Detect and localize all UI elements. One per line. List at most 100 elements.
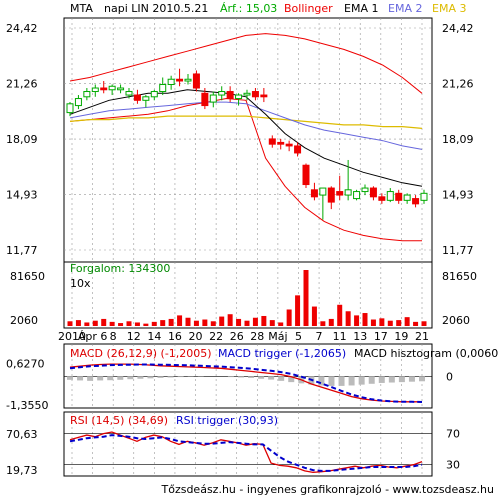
volume-tick-label-left: 2060 [10, 314, 38, 327]
macd-hist-bar [157, 376, 164, 378]
price-tick-label-left: 11,77 [6, 244, 38, 257]
macd-hist-label: MACD hisztogram (0,0060) [354, 347, 498, 360]
bollinger-upper-line [69, 33, 423, 94]
macd-hist-bar [388, 376, 395, 383]
price-tick-label-left: 21,26 [6, 77, 38, 90]
candle-body [201, 92, 209, 107]
macd-hist-bar [328, 376, 335, 386]
candle-body [117, 87, 125, 91]
x-tick-label: 19 [394, 330, 408, 343]
macd-hist-bar [87, 376, 94, 381]
x-tick-label: 22 [209, 330, 223, 343]
candle-body [91, 87, 99, 93]
rsi-line [69, 431, 423, 474]
candle-body [66, 103, 74, 114]
volume-bar [320, 321, 326, 326]
candle-body [159, 84, 167, 93]
volume-label: Forgalom: 134300 [70, 262, 170, 275]
candle-body [100, 87, 108, 91]
candle-body [302, 164, 310, 186]
candle-body [395, 192, 403, 201]
x-tick-label: 7 [316, 330, 323, 343]
macd-hist-bar [248, 376, 255, 378]
macd-hist-bar [97, 376, 104, 381]
candle-body [125, 91, 133, 96]
ema3-legend: EMA 3 [432, 2, 466, 15]
volume-bar [134, 322, 140, 326]
ema1-legend: EMA 1 [344, 2, 378, 15]
macd-hist-bar [258, 376, 265, 379]
rsi-trigger-line [69, 434, 423, 472]
volume-tick-label-left: 81650 [10, 270, 45, 283]
x-tick-label: 17 [374, 330, 388, 343]
volume-bar [404, 317, 410, 326]
x-tick-label: 26 [230, 330, 244, 343]
volume-bar [261, 315, 267, 326]
macd-hist-bar [408, 376, 415, 382]
x-tick-label: 13 [353, 330, 367, 343]
footer-credit: Tőzsdeász.hu - ingyenes grafikonrajzoló … [161, 483, 495, 496]
volume-bar [354, 315, 360, 326]
candle-body [336, 191, 344, 196]
candle-body [167, 78, 175, 86]
volume-bar [67, 321, 73, 326]
macd-tick-label: -1,3550 [6, 399, 48, 412]
bollinger-legend: Bollinger [284, 2, 333, 15]
candle-body [412, 198, 420, 205]
candle-body [108, 85, 116, 91]
macd-hist-bar [127, 376, 134, 380]
grid-layer [64, 18, 432, 476]
candle-body [260, 94, 268, 98]
volume-bar [311, 306, 317, 326]
macd-hist-bar [398, 376, 405, 383]
macd-hist-bar [77, 376, 84, 381]
rsi-tick-label: 19,73 [6, 464, 38, 477]
candle-body [176, 78, 184, 82]
candle-body [192, 73, 200, 89]
candle-body [268, 138, 276, 145]
rsi-series [64, 431, 432, 474]
price-tick-label-left: 24,42 [6, 22, 38, 35]
candle-body [251, 91, 259, 98]
candle-body [133, 94, 141, 101]
volume-bar [295, 295, 301, 326]
x-tick-label: Máj [268, 330, 287, 343]
volume-bar [303, 270, 309, 326]
volume-bar [185, 317, 191, 326]
macd-hist-bar [107, 376, 114, 381]
macd-panel-frame [63, 343, 433, 409]
macd-hist-bar [117, 376, 124, 380]
candles [66, 68, 428, 220]
candle-body [226, 91, 234, 100]
candle-body [403, 194, 411, 201]
candle-body [319, 187, 327, 196]
price-tick-label-right: 21,26 [442, 77, 474, 90]
price-tick-label-right: 11,77 [442, 244, 474, 257]
volume-bar [328, 318, 334, 326]
x-tick-label: 21 [415, 330, 429, 343]
price-axis: 11,77 11,77 14,93 14,93 18,09 18,09 21,26 21,26… [6, 22, 474, 257]
macd-label: MACD (26,12,9) (-1,2005) [70, 347, 212, 360]
volume-bar [75, 320, 81, 326]
macd-hist-bar [378, 376, 385, 383]
volume-bar [92, 320, 98, 326]
price-tick-label-right: 14,93 [442, 189, 474, 202]
price-tick-label-right: 18,09 [442, 133, 474, 146]
candle-body [344, 189, 352, 196]
volume-bar [413, 321, 419, 326]
volume-bar [396, 320, 402, 326]
x-tick-label: 11 [333, 330, 347, 343]
candle-body [209, 94, 217, 103]
description-label: napi LIN 2010.5.21 [104, 2, 208, 15]
rsi-axis: 70,63 19,73 70 30 [6, 428, 460, 477]
volume-axis: 81650 81650 2060 2060 [10, 270, 477, 327]
candle-body [235, 94, 243, 100]
macd-trigger-label: MACD trigger (-1,2065) [218, 347, 346, 360]
candle-body [378, 196, 386, 201]
volume-bar [202, 319, 208, 326]
candle-body [327, 187, 335, 203]
x-tick-label: 20 [189, 330, 203, 343]
candle-body [74, 98, 82, 107]
